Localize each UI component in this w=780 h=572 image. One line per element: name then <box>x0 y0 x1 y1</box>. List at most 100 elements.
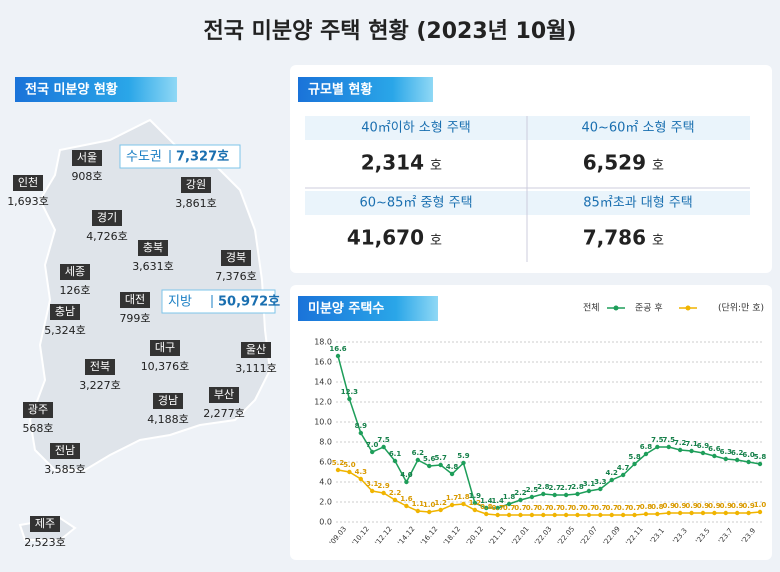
region-name: 충남 <box>55 305 75 318</box>
region-value: 908호 <box>71 170 102 183</box>
y-tick-label: 10.0 <box>314 418 332 427</box>
size-unit: 호 <box>652 159 664 174</box>
data-label: 6.2 <box>412 449 425 457</box>
data-point <box>677 447 683 453</box>
region-badge <box>221 250 251 266</box>
y-tick-label: 4.0 <box>319 478 332 487</box>
data-label: 0.9 <box>685 502 698 510</box>
data-label: 7.5 <box>651 436 664 444</box>
data-point <box>689 448 694 454</box>
legend-label: 전체 <box>583 303 600 314</box>
data-point <box>427 463 432 469</box>
data-label: 6.9 <box>697 442 710 450</box>
chart-header <box>298 296 438 321</box>
data-label: 7.0 <box>366 441 379 449</box>
data-point <box>415 457 421 463</box>
region-name: 강원 <box>186 178 206 191</box>
data-label: 0.8 <box>651 503 664 511</box>
data-label: 1.4 <box>480 497 493 505</box>
data-point <box>541 491 546 497</box>
data-label: 5.9 <box>457 452 470 460</box>
data-label: 8.9 <box>355 422 368 430</box>
data-point <box>381 444 386 450</box>
region-name: 대구 <box>155 341 175 354</box>
data-point <box>723 456 728 462</box>
region-value: 5,324호 <box>44 324 86 337</box>
region-value: 4,188호 <box>147 413 189 426</box>
data-point <box>734 510 740 516</box>
data-point <box>370 449 375 455</box>
summary-name: 지방 <box>168 295 192 310</box>
size-value: 7,786 <box>583 226 646 250</box>
region-name: 전북 <box>90 360 110 373</box>
data-point <box>449 502 455 508</box>
region-badge <box>85 359 115 375</box>
data-point <box>472 500 478 506</box>
data-point <box>392 458 398 464</box>
region-name: 제주 <box>35 517 55 530</box>
data-point <box>404 503 409 509</box>
data-point <box>392 497 398 503</box>
data-label: 4.7 <box>617 464 630 472</box>
data-label: 2.2 <box>514 489 527 497</box>
region-badge <box>120 292 150 308</box>
data-label: 3.1 <box>366 480 379 488</box>
region-value: 3,631호 <box>132 260 174 273</box>
data-label: 6.1 <box>389 450 402 458</box>
region-badge <box>23 402 53 418</box>
region-badge <box>138 240 168 256</box>
data-label: 1.8 <box>457 493 470 501</box>
data-label: 3.1 <box>583 480 596 488</box>
data-label: 0.9 <box>720 502 733 510</box>
data-label: 0.7 <box>503 504 516 512</box>
data-point <box>689 510 694 516</box>
data-point <box>712 453 717 459</box>
data-point <box>575 491 580 497</box>
data-label: 0.9 <box>697 502 710 510</box>
data-point <box>461 501 466 507</box>
data-label: 0.8 <box>480 503 493 511</box>
data-label: 2.8 <box>571 483 584 491</box>
region-name: 경북 <box>226 251 246 264</box>
data-point <box>757 509 763 515</box>
region-name: 대전 <box>125 293 145 306</box>
data-label: 1.2 <box>469 499 482 507</box>
data-label: 3.3 <box>594 478 607 486</box>
data-label: 12.3 <box>341 388 358 396</box>
data-point <box>472 507 478 513</box>
data-label: 0.7 <box>617 504 630 512</box>
region-value: 1,693호 <box>7 195 49 208</box>
data-point <box>746 459 751 465</box>
data-point <box>655 444 660 450</box>
data-point <box>358 476 364 482</box>
data-point <box>632 461 637 467</box>
map-title: 전국 미분양 현황 <box>25 82 118 98</box>
data-label: 4.3 <box>355 468 368 476</box>
region-value: 3,585호 <box>44 463 86 476</box>
data-point <box>666 510 671 516</box>
data-point <box>461 460 466 466</box>
region-name: 경남 <box>158 394 178 407</box>
size-unit: 호 <box>430 159 442 174</box>
data-point <box>552 512 557 518</box>
data-label: 2.5 <box>526 486 539 494</box>
data-point <box>746 510 751 516</box>
data-point <box>449 471 455 477</box>
data-point <box>609 512 614 518</box>
summary-value: 50,972호 <box>218 295 280 310</box>
data-point <box>609 477 614 483</box>
data-label: 0.7 <box>571 504 584 512</box>
region-name: 서울 <box>77 151 97 164</box>
data-label: 0.7 <box>606 504 619 512</box>
region-value: 3,861호 <box>175 197 217 210</box>
data-point <box>586 488 592 494</box>
data-point <box>632 512 637 518</box>
size-unit: 호 <box>430 234 442 249</box>
region-value: 3,111호 <box>235 362 277 375</box>
region-badge <box>13 175 43 191</box>
region-badge <box>209 387 239 403</box>
region-value: 126호 <box>59 284 90 297</box>
data-point <box>484 511 489 517</box>
data-point <box>506 501 512 507</box>
